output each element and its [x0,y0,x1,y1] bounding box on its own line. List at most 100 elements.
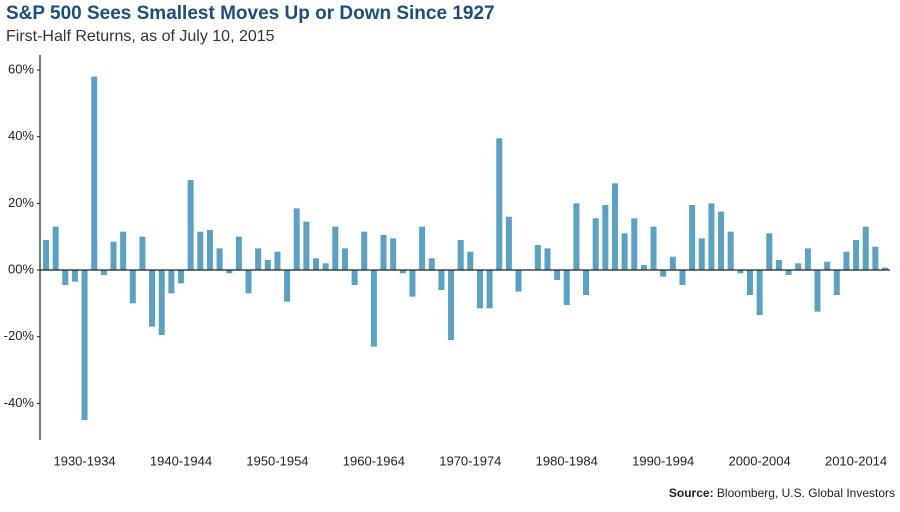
bar [235,236,242,270]
y-tick-label: 20% [8,195,34,210]
y-tick-label: 40% [8,128,34,143]
bar [563,270,570,305]
bar [351,270,358,285]
bar [438,270,445,290]
bar [264,260,271,270]
x-tick-label: 1970-1974 [439,453,501,468]
bar [631,218,638,270]
bar [467,251,474,270]
bar [592,218,599,270]
x-tick-label: 1930-1934 [53,453,115,468]
bar [332,226,339,270]
bar [602,205,609,270]
bar [129,270,136,304]
x-tick-label: 1960-1964 [343,453,405,468]
bar [756,270,763,315]
bar [245,270,252,294]
bar [534,245,541,270]
bar [766,233,773,270]
source: Source: Bloomberg, U.S. Global Investors [669,486,895,500]
bar [505,216,512,270]
bar [120,231,127,270]
bar [824,261,831,270]
bar [650,226,657,270]
bar [804,248,811,270]
bar [149,270,156,327]
bar [544,248,551,270]
bar [187,180,194,270]
bar [322,263,329,270]
bar [853,240,860,270]
bar [843,251,850,270]
bar [698,238,705,270]
source-text: Bloomberg, U.S. Global Investors [717,486,895,500]
bar [621,233,628,270]
bar [660,270,667,277]
x-tick-label: 1980-1984 [536,453,598,468]
bar [100,270,107,275]
bar [139,236,146,270]
bar [862,226,869,270]
bar [158,270,165,335]
bar [746,270,753,295]
x-tick-label: 2010-2014 [825,453,887,468]
bar [486,270,493,309]
bar [476,270,483,309]
bar [833,270,840,295]
bar [284,270,291,302]
bar [611,183,618,270]
bar [197,231,204,270]
bar [814,270,821,312]
x-tick-label: 1950-1954 [246,453,308,468]
bar [708,203,715,270]
source-label: Source: [669,486,714,500]
bar [689,205,696,270]
bar [795,263,802,270]
bar [361,231,368,270]
bar [81,270,88,420]
bar [110,241,117,270]
bar [737,270,744,274]
bar [274,251,281,270]
bar [457,240,464,270]
bar [554,270,561,280]
bar [303,221,310,270]
bar [71,270,78,282]
bar [515,270,522,292]
bar [409,270,416,297]
bar [293,208,300,270]
bar [370,270,377,347]
bar [380,235,387,270]
bar [399,270,406,274]
bar [727,231,734,270]
bar [448,270,455,340]
bar [882,267,888,270]
bar [785,270,792,275]
bar [872,246,879,270]
bar [640,265,647,270]
bar [206,230,213,270]
bar [168,270,175,294]
y-tick-label: 00% [8,261,34,276]
y-tick-label: 60% [8,61,34,76]
bar [91,76,98,271]
bar [216,248,223,270]
x-tick-label: 2000-2004 [729,453,791,468]
chart-title: S&P 500 Sees Smallest Moves Up or Down S… [6,3,495,24]
x-tick-label: 1990-1994 [632,453,694,468]
bar [573,203,580,270]
y-tick-label: -20% [4,328,35,343]
bar [390,238,397,270]
x-tick-label: 1940-1944 [150,453,212,468]
bar [718,211,725,270]
bar [583,270,590,295]
bar [669,256,676,270]
bar [775,260,782,270]
bar [679,270,686,285]
bar [341,248,348,270]
y-tick-label: -40% [4,395,35,410]
bar [52,226,59,270]
bar [419,226,426,270]
bar [178,270,185,284]
